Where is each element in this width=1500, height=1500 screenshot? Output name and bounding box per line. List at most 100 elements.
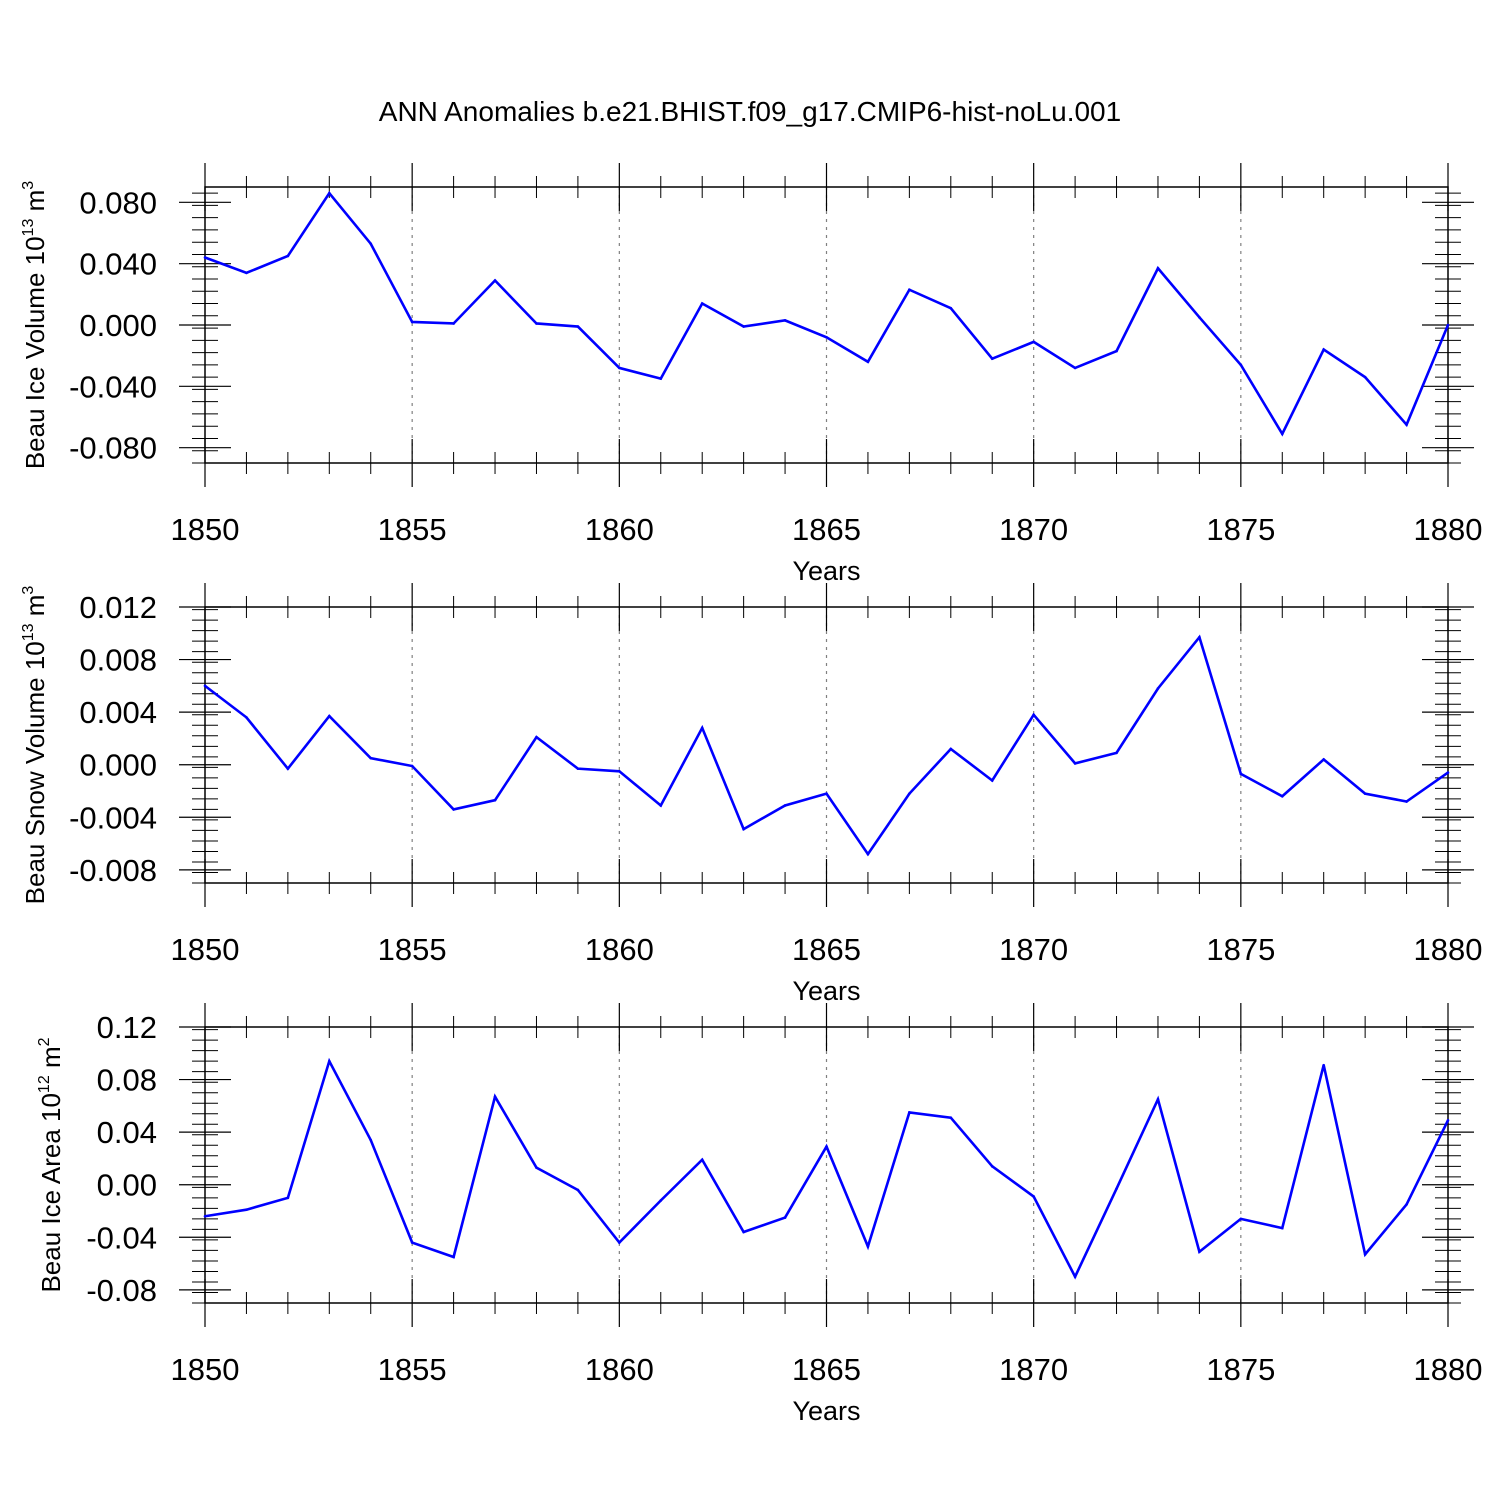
data-point [203, 256, 207, 259]
data-point [452, 808, 455, 811]
y-tick-label: -0.08 [86, 1273, 157, 1308]
x-axis-title: Years [792, 556, 860, 586]
data-point [410, 1241, 414, 1244]
data-point [245, 271, 248, 275]
x-tick-label: 1850 [171, 932, 240, 967]
data-point [1405, 423, 1408, 426]
data-point [286, 1196, 290, 1200]
x-tick-label: 1860 [585, 1352, 654, 1387]
y-axis-title-superscript: 2 [36, 1037, 53, 1046]
data-point [1363, 792, 1367, 795]
data-point [1156, 687, 1160, 690]
y-tick-label: -0.008 [69, 853, 157, 888]
data-point [783, 1216, 787, 1219]
y-tick-label: 0.040 [79, 247, 157, 282]
y-axis-title-text: m [20, 190, 50, 219]
data-point [493, 279, 497, 282]
y-tick-label: 0.08 [97, 1063, 157, 1098]
data-point [328, 191, 331, 195]
data-point [286, 254, 290, 258]
data-point [742, 827, 745, 831]
data-point [410, 320, 414, 324]
data-point [1446, 323, 1450, 327]
data-point [659, 377, 663, 380]
data-point [535, 1166, 538, 1169]
data-point [203, 684, 207, 688]
data-point [1239, 1217, 1243, 1221]
data-point [1363, 375, 1367, 379]
y-axis-title-superscript: 12 [36, 1075, 53, 1093]
y-axis-title-superscript: 13 [20, 219, 37, 237]
data-point [576, 767, 580, 770]
data-point [1032, 1195, 1035, 1198]
data-point [866, 1245, 870, 1248]
data-point [1156, 266, 1160, 270]
data-point [1322, 1063, 1325, 1067]
y-axis-title-text: Beau Snow Volume 10 [20, 641, 50, 904]
y-tick-label: 0.000 [79, 748, 157, 783]
data-point [866, 852, 870, 856]
data-point [700, 1158, 704, 1162]
data-point [535, 322, 538, 325]
data-point [245, 1208, 248, 1211]
data-point [369, 242, 373, 246]
data-point [825, 335, 828, 339]
data-point [369, 756, 373, 760]
data-point [1198, 316, 1201, 319]
data-point [700, 302, 704, 305]
x-tick-label: 1855 [378, 1352, 447, 1387]
x-axis-title: Years [792, 976, 860, 1006]
data-point [949, 747, 953, 751]
data-point [535, 735, 538, 739]
y-tick-label: 0.080 [79, 185, 157, 220]
data-point [618, 1241, 621, 1244]
chart-panel-beau-ice-area: -0.08 -0.04 0.00 0.04 0.08 0.12 1850 1855 1860 18… [36, 1003, 1482, 1426]
data-point [618, 769, 621, 773]
x-tick-label: 1870 [999, 932, 1068, 967]
x-tick-label: 1860 [585, 512, 654, 547]
data-point [576, 325, 580, 328]
x-tick-label: 1865 [792, 932, 861, 967]
data-point [742, 1230, 745, 1234]
x-tick-label: 1880 [1414, 1352, 1483, 1387]
x-tick-label: 1850 [171, 512, 240, 547]
data-point [1115, 1187, 1118, 1190]
data-point [328, 1059, 331, 1063]
y-axis-title-superscript: 3 [20, 181, 37, 190]
data-point [1239, 772, 1243, 776]
data-point [742, 325, 745, 328]
y-axis-title-text: m [36, 1046, 66, 1075]
data-point [245, 716, 248, 719]
data-point [908, 792, 911, 795]
data-point [1115, 751, 1118, 755]
data-point [1446, 771, 1450, 774]
data-point [783, 804, 787, 807]
chart-panel-beau-ice-volume: -0.080 -0.040 0.000 0.040 0.080 1850 1855 1860 1… [20, 163, 1482, 586]
data-point [1198, 635, 1201, 639]
data-point [908, 1111, 911, 1114]
data-point [1073, 1275, 1077, 1279]
x-tick-label: 1880 [1414, 512, 1483, 547]
data-point [493, 798, 497, 802]
y-tick-label: 0.12 [97, 1010, 157, 1045]
data-point [410, 764, 414, 768]
data-point [618, 366, 621, 370]
data-point [1405, 800, 1408, 803]
y-tick-label: 0.00 [97, 1168, 157, 1203]
y-axis-title: Beau Ice Volume 1013 m3 [20, 181, 50, 469]
y-axis-title-text: Beau Ice Area 10 [36, 1093, 66, 1292]
y-tick-label: -0.004 [69, 800, 157, 835]
x-tick-label: 1875 [1206, 1352, 1275, 1387]
data-point [990, 357, 994, 361]
x-axis-title: Years [792, 1396, 860, 1426]
data-point [452, 322, 455, 325]
y-axis-title-superscript: 3 [20, 586, 37, 595]
data-point [1073, 366, 1077, 370]
data-point [286, 767, 290, 770]
y-tick-label: -0.04 [86, 1220, 157, 1255]
y-axis-title: Beau Snow Volume 1013 m3 [20, 586, 50, 905]
data-point [328, 714, 331, 718]
y-tick-label: -0.080 [69, 431, 157, 466]
data-point [990, 1165, 994, 1168]
data-point [203, 1214, 207, 1218]
